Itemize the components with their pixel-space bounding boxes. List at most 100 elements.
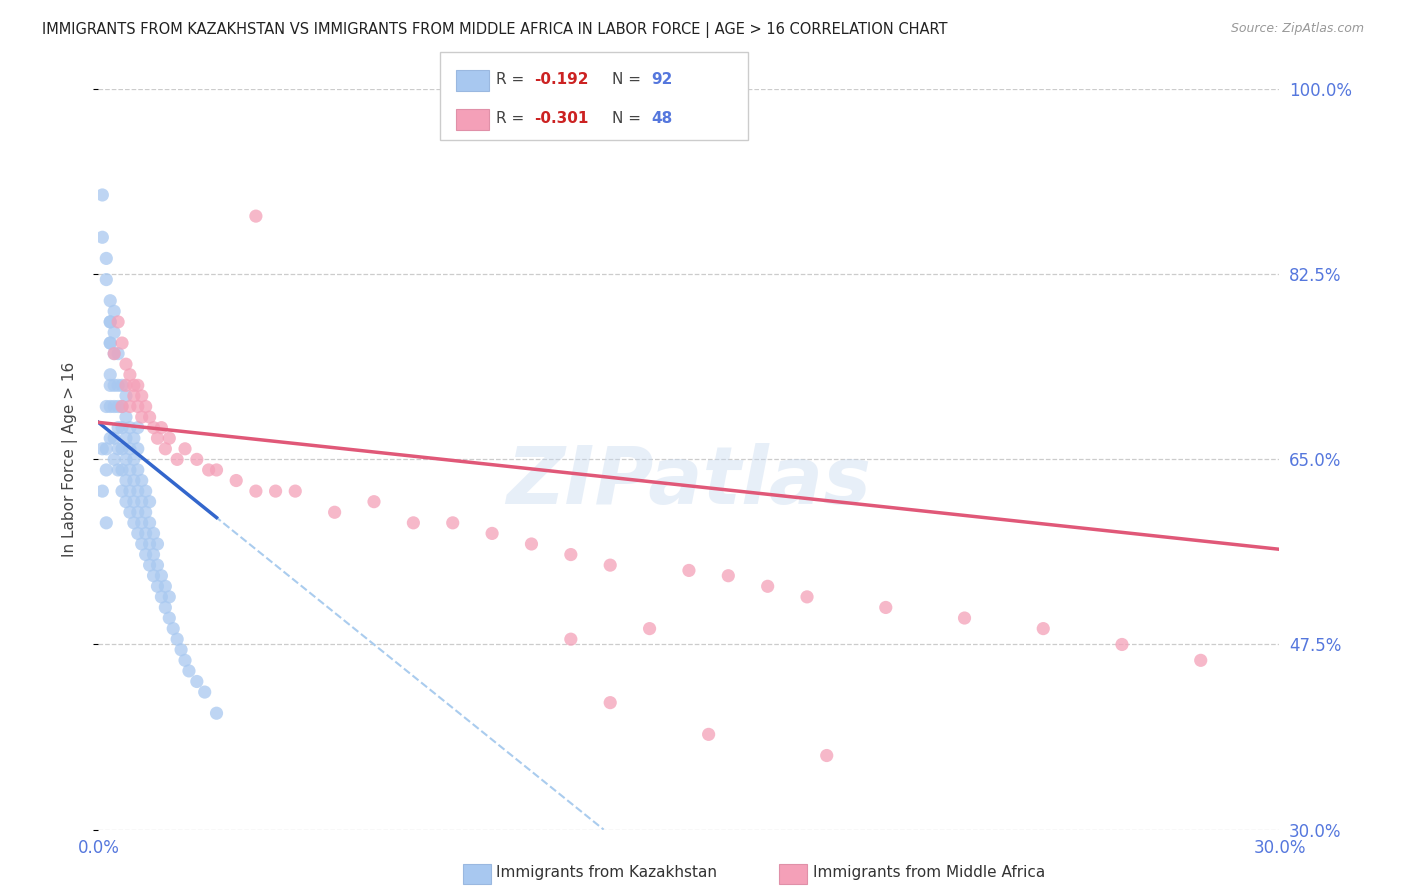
Point [96,272,118,286]
Point [402,516,425,530]
Point [122,389,145,403]
Point [91,188,114,202]
Point [245,484,267,499]
Point [146,558,169,573]
Point [96,400,118,414]
Point [157,431,180,445]
Point [91,484,114,499]
Point [177,664,200,678]
Point [157,590,180,604]
Point [103,400,125,414]
Point [111,336,134,351]
Point [142,568,165,582]
Point [96,516,118,530]
Point [115,494,138,508]
Point [599,696,621,710]
Point [150,568,173,582]
Point [135,484,157,499]
Point [638,622,661,636]
Point [796,590,818,604]
Point [157,611,180,625]
Point [146,431,169,445]
Text: 92: 92 [651,72,672,87]
Point [135,400,157,414]
Point [170,642,193,657]
Point [115,410,138,425]
Point [815,748,838,763]
Point [122,431,145,445]
Point [111,442,134,456]
Point [166,632,188,647]
Point [166,452,188,467]
Point [127,484,149,499]
Point [107,400,129,414]
Point [284,484,307,499]
Point [111,420,134,434]
Point [599,558,621,573]
Point [1189,653,1212,667]
Point [138,516,160,530]
Point [96,442,118,456]
Point [98,368,121,382]
Point [115,378,138,392]
Point [103,346,125,360]
Point [98,336,121,351]
Point [756,579,779,593]
Point [122,378,145,392]
Point [107,442,129,456]
Point [122,452,145,467]
Point [138,410,160,425]
Point [107,315,129,329]
Point [122,474,145,488]
Point [131,474,153,488]
Point [138,494,160,508]
Point [323,505,346,519]
Point [142,526,165,541]
Point [103,431,125,445]
Point [107,420,129,434]
Point [127,378,149,392]
Point [127,400,149,414]
Point [96,463,118,477]
Point [91,442,114,456]
Point [127,526,149,541]
Point [107,346,129,360]
Point [875,600,897,615]
Point [98,293,121,308]
Point [560,548,582,562]
Point [98,400,121,414]
Point [697,727,720,741]
Point [98,315,121,329]
Point [717,568,740,582]
Point [115,389,138,403]
Point [155,442,177,456]
Point [194,685,217,699]
Point [118,463,141,477]
Point [142,548,165,562]
Point [103,304,125,318]
Point [481,526,503,541]
Point [174,653,197,667]
Point [205,706,228,721]
Point [678,564,700,578]
Point [155,600,177,615]
Point [150,590,173,604]
Text: R =: R = [496,72,530,87]
Point [111,400,134,414]
Point [131,516,153,530]
Point [122,516,145,530]
Point [441,516,464,530]
Point [138,558,160,573]
Point [96,252,118,266]
Point [118,505,141,519]
Point [225,474,247,488]
Point [150,420,173,434]
Point [1111,637,1133,651]
Point [245,209,267,223]
Text: 48: 48 [651,112,672,126]
Text: ZIPatlas: ZIPatlas [506,442,872,521]
Point [103,452,125,467]
Point [146,537,169,551]
Point [131,494,153,508]
Point [122,494,145,508]
